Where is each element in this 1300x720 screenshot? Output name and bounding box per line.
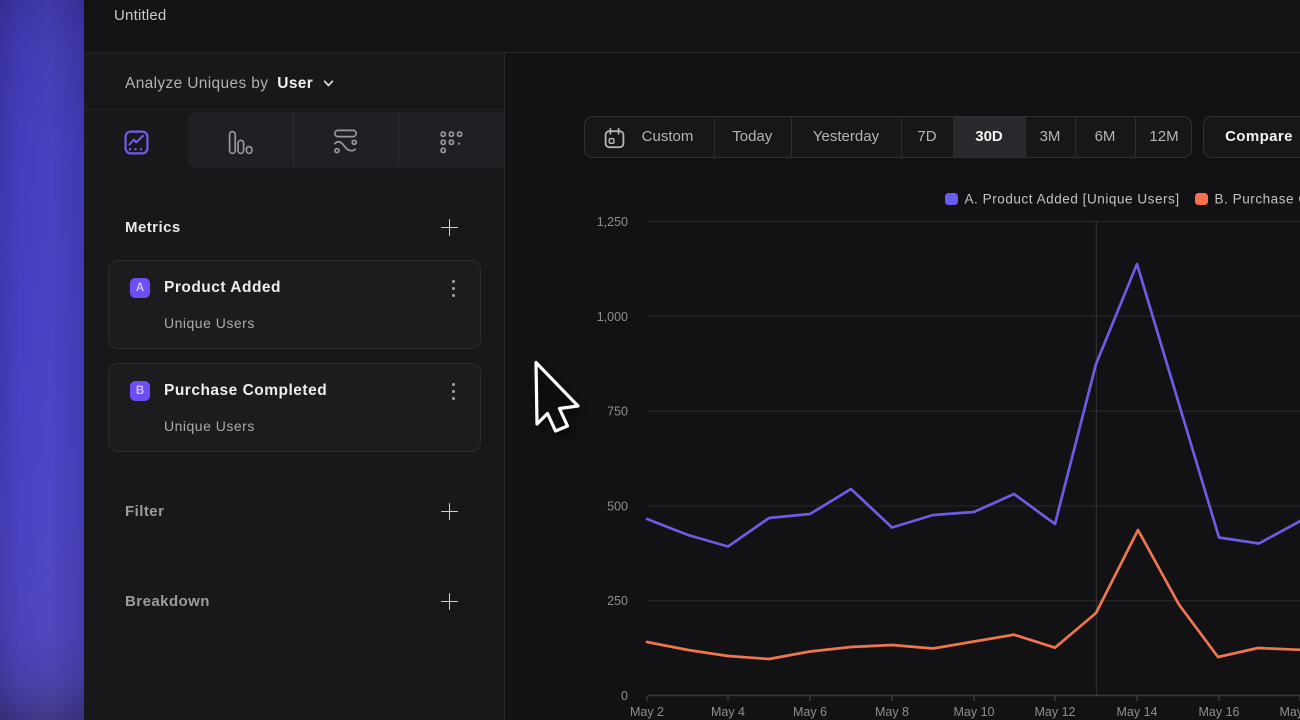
svg-text:0: 0 [621, 689, 628, 703]
svg-text:May 10: May 10 [954, 705, 995, 719]
svg-text:750: 750 [607, 405, 628, 419]
svg-text:May 4: May 4 [711, 705, 745, 719]
svg-text:May 2: May 2 [630, 705, 664, 719]
svg-text:1,250: 1,250 [597, 215, 628, 229]
svg-text:1,000: 1,000 [597, 310, 628, 324]
svg-text:May 14: May 14 [1117, 705, 1158, 719]
svg-text:250: 250 [607, 594, 628, 608]
svg-text:500: 500 [607, 499, 628, 513]
svg-text:May 18: May 18 [1280, 705, 1300, 719]
svg-text:May 16: May 16 [1199, 705, 1240, 719]
svg-text:May 12: May 12 [1035, 705, 1076, 719]
svg-text:May 6: May 6 [793, 705, 827, 719]
svg-text:May 8: May 8 [875, 705, 909, 719]
